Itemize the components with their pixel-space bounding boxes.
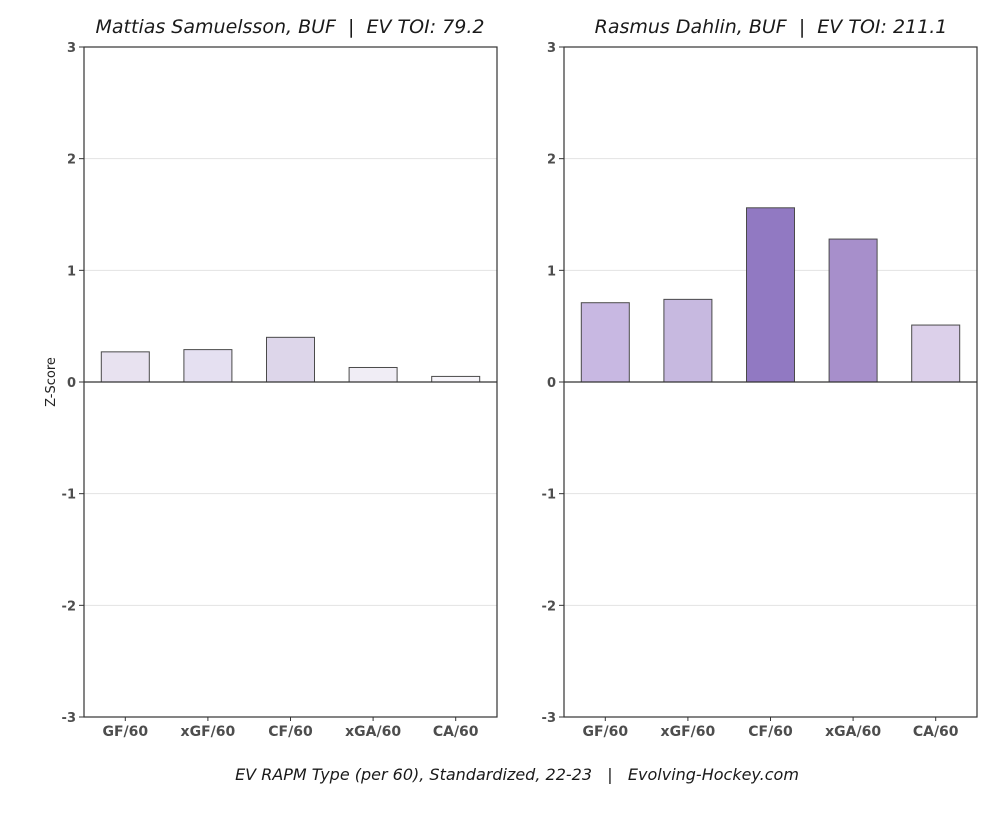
- y-tick-label: -1: [62, 488, 76, 503]
- x-tick-label: GF/60: [102, 724, 148, 740]
- bar-ca-per-60: [431, 375, 481, 383]
- y-axis-label: Z-Score: [44, 357, 59, 407]
- x-tick-label: CA/60: [433, 724, 479, 740]
- y-tick-label: 1: [547, 264, 556, 279]
- y-tick-label: 2: [547, 153, 556, 168]
- panel-title: Rasmus Dahlin, BUF | EV TOI: 211.1: [595, 16, 948, 38]
- x-tick-label: xGA/60: [345, 724, 401, 740]
- y-tick-label: 2: [67, 153, 76, 168]
- bar-xgf-per-60: [663, 298, 713, 383]
- bar-gf-per-60: [100, 351, 150, 383]
- y-tick-label: 0: [67, 376, 76, 391]
- y-tick-label: -3: [542, 711, 556, 726]
- y-tick-label: 1: [67, 264, 76, 279]
- bar-ca-per-60: [911, 324, 961, 383]
- x-tick-label: xGF/60: [661, 724, 716, 740]
- bar-xgf-per-60: [183, 349, 233, 383]
- chart-panel-2: -3 -2 -1 0 1 2 3 GF/60 xGF/60 CF/60 xGA/60 CA/60 Ras…: [542, 16, 978, 740]
- y-tick-label: -2: [62, 599, 76, 614]
- y-tick-label: -2: [542, 599, 556, 614]
- panel-title: Mattias Samuelsson, BUF | EV TOI: 79.2: [96, 16, 485, 38]
- y-tick-label: 3: [67, 41, 76, 56]
- chart-panel-1: -3 -2 -1 0 1 2 3 GF/60 xGF/60 CF/60 xGA/60 CA/60 Mat…: [44, 16, 498, 740]
- y-tick-label: -1: [542, 488, 556, 503]
- y-tick-label: -3: [62, 711, 76, 726]
- bar-cf-per-60: [746, 207, 795, 383]
- x-tick-label: xGF/60: [181, 724, 236, 740]
- x-tick-label: GF/60: [582, 724, 628, 740]
- bar-cf-per-60: [266, 336, 315, 383]
- x-tick-label: CF/60: [748, 724, 793, 740]
- figure-caption: EV RAPM Type (per 60), Standardized, 22-…: [235, 765, 799, 784]
- bar-xga-per-60: [348, 366, 398, 383]
- x-tick-label: CF/60: [268, 724, 313, 740]
- bar-gf-per-60: [580, 302, 630, 383]
- y-tick-label: 0: [547, 376, 556, 391]
- y-tick-label: 3: [547, 41, 556, 56]
- bar-xga-per-60: [828, 238, 878, 383]
- x-tick-label: xGA/60: [825, 724, 881, 740]
- x-tick-label: CA/60: [913, 724, 959, 740]
